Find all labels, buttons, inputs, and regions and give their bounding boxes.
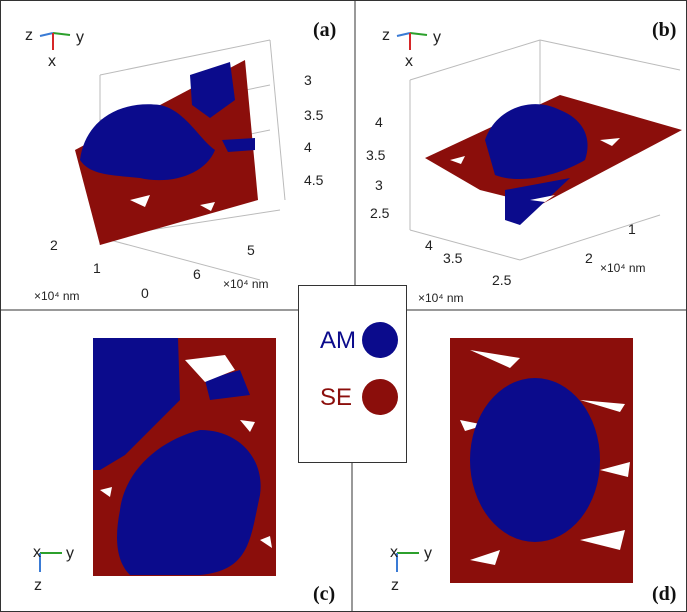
unit-label: ×10⁴ nm (34, 289, 80, 303)
axis-name: y (424, 545, 432, 562)
unit-label: ×10⁴ nm (418, 291, 464, 305)
page: AM SE (a) (b) (c) (d) z y x z y x x y z … (0, 0, 687, 612)
tick-label: 0 (141, 285, 149, 301)
panel-label: (c) (313, 583, 335, 605)
tick-label: 4.5 (304, 172, 324, 188)
tick-label: 3.5 (304, 107, 324, 123)
axis-name: y (66, 545, 74, 562)
tick-label: 4 (304, 139, 312, 155)
tick-label: 4 (425, 237, 433, 253)
axis-name: z (25, 27, 33, 44)
axis-name: z (34, 577, 42, 594)
tick-label: 2 (50, 237, 58, 253)
axis-name: x (33, 544, 41, 561)
legend-box (299, 286, 407, 463)
tick-label: 2.5 (370, 205, 390, 221)
figure: AM SE (a) (b) (c) (d) z y x z y x x y z … (0, 0, 687, 612)
tick-label: 1 (628, 221, 636, 237)
am-phase (470, 378, 600, 542)
axis-name: x (48, 53, 56, 70)
axis-name: z (391, 577, 399, 594)
tick-label: 1 (93, 260, 101, 276)
legend-swatch (362, 322, 398, 358)
tick-label: 6 (193, 266, 201, 282)
unit-label: ×10⁴ nm (600, 261, 646, 275)
tick-label: 3.5 (443, 250, 463, 266)
legend-label: SE (320, 384, 352, 411)
legend-swatch (362, 379, 398, 415)
panel-label: (a) (313, 19, 336, 41)
legend-label: AM (320, 327, 356, 354)
tick-label: 3 (375, 177, 383, 193)
axis-name: y (76, 29, 84, 46)
tick-label: 2 (585, 250, 593, 266)
axis-name: x (405, 53, 413, 70)
tick-label: 4 (375, 114, 383, 130)
axis-name: z (382, 27, 390, 44)
am-phase (222, 138, 255, 152)
tick-label: 2.5 (492, 272, 512, 288)
axis-name: y (433, 29, 441, 46)
tick-label: 3 (304, 72, 312, 88)
panel-label: (d) (652, 583, 676, 605)
panel-label: (b) (652, 19, 676, 41)
tick-label: 5 (247, 242, 255, 258)
tick-label: 3.5 (366, 147, 386, 163)
unit-label: ×10⁴ nm (223, 277, 269, 291)
axis-name: x (390, 544, 398, 561)
